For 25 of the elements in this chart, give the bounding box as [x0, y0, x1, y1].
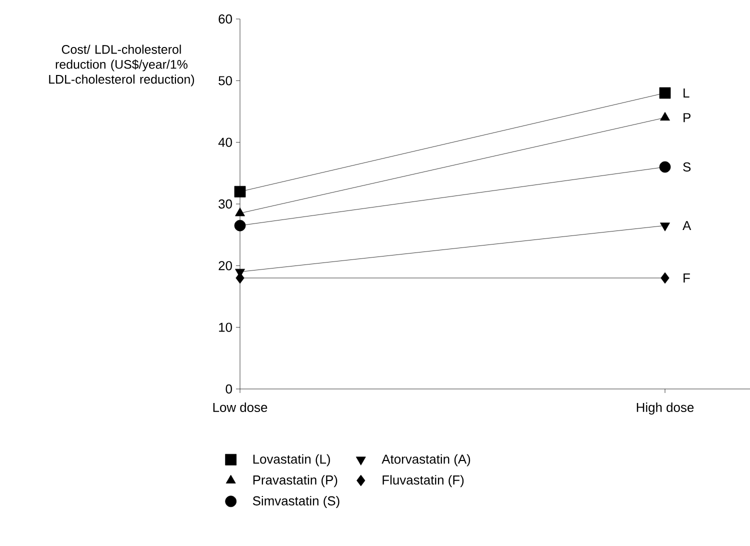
y-tick-label: 0 [226, 384, 232, 394]
y-tick-label: 30 [218, 199, 232, 209]
x-tick-label: Low dose [213, 402, 268, 412]
x-tick-label: High dose [636, 402, 694, 415]
y-tick-label: 60 [218, 14, 232, 24]
annotation: P [684, 113, 690, 122]
y-tick-label: 20 [218, 261, 232, 270]
annotation: A [682, 221, 692, 230]
point [659, 161, 671, 173]
legend-label: Simvastatin (S) [252, 496, 340, 508]
point [234, 220, 246, 232]
point [234, 186, 246, 198]
annotation: F [684, 274, 690, 282]
y-tick-label: 10 [219, 322, 232, 332]
annotation: S [683, 162, 691, 172]
point [660, 272, 670, 284]
point [659, 87, 671, 99]
legend-label: Fluvastatin (F) [382, 475, 464, 488]
y-axis-title: Cost/ LDL-cholesterol reduction (US$/year/1% LDL-cholesterol reduction) [49, 44, 194, 86]
y-tick-label: 50 [218, 76, 232, 86]
legend-label: Lovastatin (L) [253, 454, 330, 466]
annotation: L [684, 88, 690, 98]
legend-label: Atorvastatin (A) [382, 454, 470, 466]
y-tick-label: 40 [218, 138, 232, 147]
legend-label: Pravastatin (P) [253, 475, 338, 488]
